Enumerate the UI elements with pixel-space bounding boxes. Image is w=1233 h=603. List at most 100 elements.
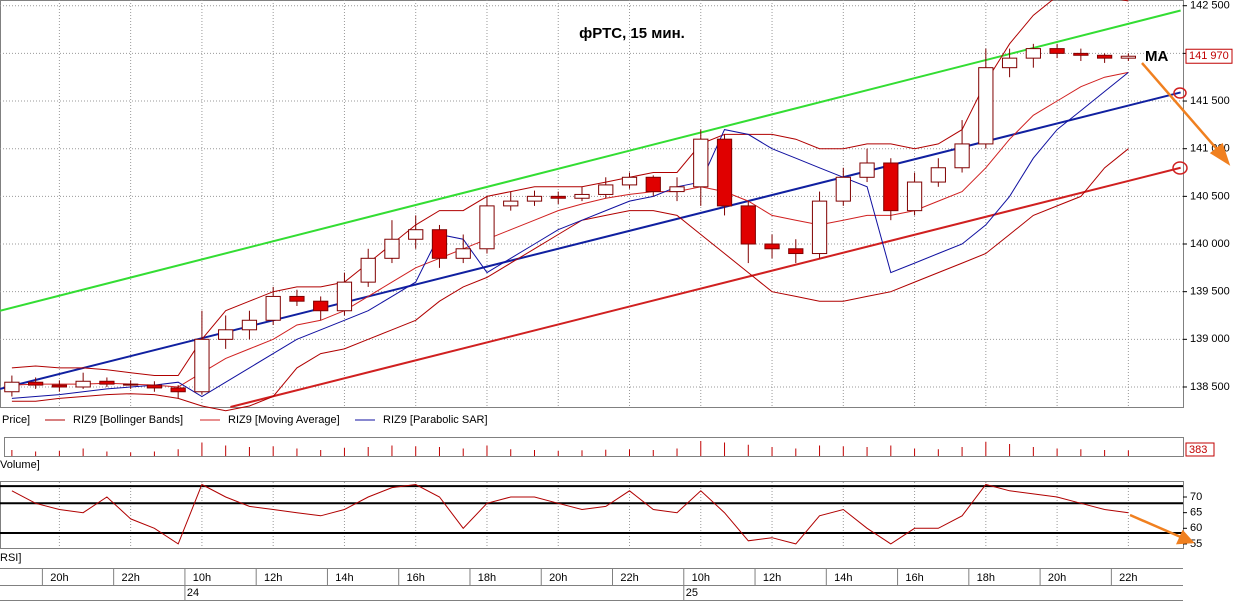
candle-body <box>336 281 353 312</box>
x-tick-label: 22h <box>1119 572 1137 584</box>
candle-body <box>194 338 210 393</box>
candle-body <box>550 195 566 199</box>
candle-body <box>1120 55 1136 59</box>
candle-body <box>123 383 139 386</box>
legend-label: RIZ9 [Bollinger Bands] <box>73 414 183 426</box>
x-tick-label: 14h <box>335 572 353 584</box>
x-tick-label: 10h <box>692 572 710 584</box>
candle-body <box>1073 52 1089 56</box>
x-tick-label: 16h <box>407 572 425 584</box>
annotation: MA <box>1145 48 1168 65</box>
x-tick-label: 22h <box>620 572 638 584</box>
candle-body <box>811 200 828 255</box>
price-box-label: 141 970 <box>1189 50 1229 62</box>
candle-body <box>788 248 804 255</box>
candle-body <box>716 138 733 207</box>
x-tick-label: 10h <box>193 572 211 584</box>
y-tick-label: 142 500 <box>1190 0 1230 12</box>
x-tick-label: 16h <box>905 572 923 584</box>
candle-body <box>906 181 923 212</box>
x-tick-label: 22h <box>121 572 139 584</box>
x-tick-label: 12h <box>763 572 781 584</box>
candle-body <box>241 319 258 331</box>
candle-body <box>1001 57 1018 69</box>
candle-body <box>503 200 519 207</box>
candle-body <box>4 381 20 393</box>
trendline <box>230 166 1181 408</box>
candle-body <box>598 184 614 195</box>
candle-body <box>621 176 638 186</box>
candle-body <box>1025 48 1041 59</box>
candle-body <box>265 295 281 321</box>
indicator-line <box>11 72 1129 399</box>
price-panel <box>0 0 1184 408</box>
candle-body <box>764 243 780 250</box>
candle-body <box>479 205 495 250</box>
y-tick-label: 140 500 <box>1190 190 1230 202</box>
candle-body <box>75 380 91 388</box>
candle-body <box>1049 48 1065 54</box>
candle-body <box>574 193 590 199</box>
candle-body <box>883 162 899 212</box>
candle-body <box>146 384 163 389</box>
x-tick-label: 12h <box>264 572 282 584</box>
candle-body <box>859 162 875 178</box>
trendline <box>0 9 1181 312</box>
candle-body <box>431 229 448 259</box>
y-tick-label: 139 000 <box>1190 333 1230 345</box>
x-tick-label: 18h <box>977 572 995 584</box>
rsi-panel <box>0 481 1184 549</box>
candle-body <box>740 205 756 245</box>
x-tick-label: 14h <box>834 572 852 584</box>
candle-body <box>455 248 471 259</box>
y-tick-label: 138 500 <box>1190 381 1230 393</box>
candle-body <box>693 138 709 188</box>
y-tick-label: 141 500 <box>1190 95 1230 107</box>
candle-body <box>669 186 685 193</box>
candle-body <box>954 143 970 169</box>
legend-label: RIZ9 [Moving Average] <box>228 414 340 426</box>
candle-body <box>1096 54 1113 59</box>
arrow <box>1141 62 1223 156</box>
volume-label: Volume] <box>0 459 40 471</box>
volume-panel <box>4 437 1184 457</box>
arrow-head <box>1209 142 1231 166</box>
candle-body <box>978 67 994 145</box>
candle-body <box>835 176 851 202</box>
marker-circle <box>1173 87 1187 99</box>
y-tick-label: 139 500 <box>1190 286 1230 298</box>
bollinger-lower <box>11 148 1129 412</box>
candle-body <box>51 384 68 388</box>
price-box <box>1185 48 1233 64</box>
candle-body <box>384 238 400 259</box>
candle-body <box>408 229 424 240</box>
arrow-head <box>1175 529 1195 545</box>
rsi-tick-label: 60 <box>1190 522 1202 534</box>
candle-body <box>218 329 234 340</box>
marker-circle <box>1172 161 1188 175</box>
rsi-tick-label: 65 <box>1190 507 1202 519</box>
x-tick-label: 20h <box>50 572 68 584</box>
candle-body <box>313 300 329 312</box>
chart-title: фРТС, 15 мин. <box>579 25 685 42</box>
rsi-line <box>11 483 1129 545</box>
date-label: 24 <box>187 587 199 599</box>
volume-box-label: 383 <box>1189 444 1207 456</box>
candle-body <box>645 176 661 193</box>
candle-body <box>28 381 44 386</box>
rsi-tick-label: 55 <box>1190 538 1202 550</box>
arrow <box>1129 513 1184 540</box>
candle-body <box>289 295 305 302</box>
volume-box <box>1185 442 1215 457</box>
rsi-label: RSI] <box>0 552 21 564</box>
legend-label: RIZ9 [Parabolic SAR] <box>383 414 488 426</box>
legend-price: Price] <box>2 414 30 426</box>
x-tick-label: 20h <box>549 572 567 584</box>
candle-body <box>360 257 376 283</box>
candle-body <box>930 167 946 183</box>
y-tick-label: 140 000 <box>1190 238 1230 250</box>
rsi-tick-label: 70 <box>1190 491 1202 503</box>
